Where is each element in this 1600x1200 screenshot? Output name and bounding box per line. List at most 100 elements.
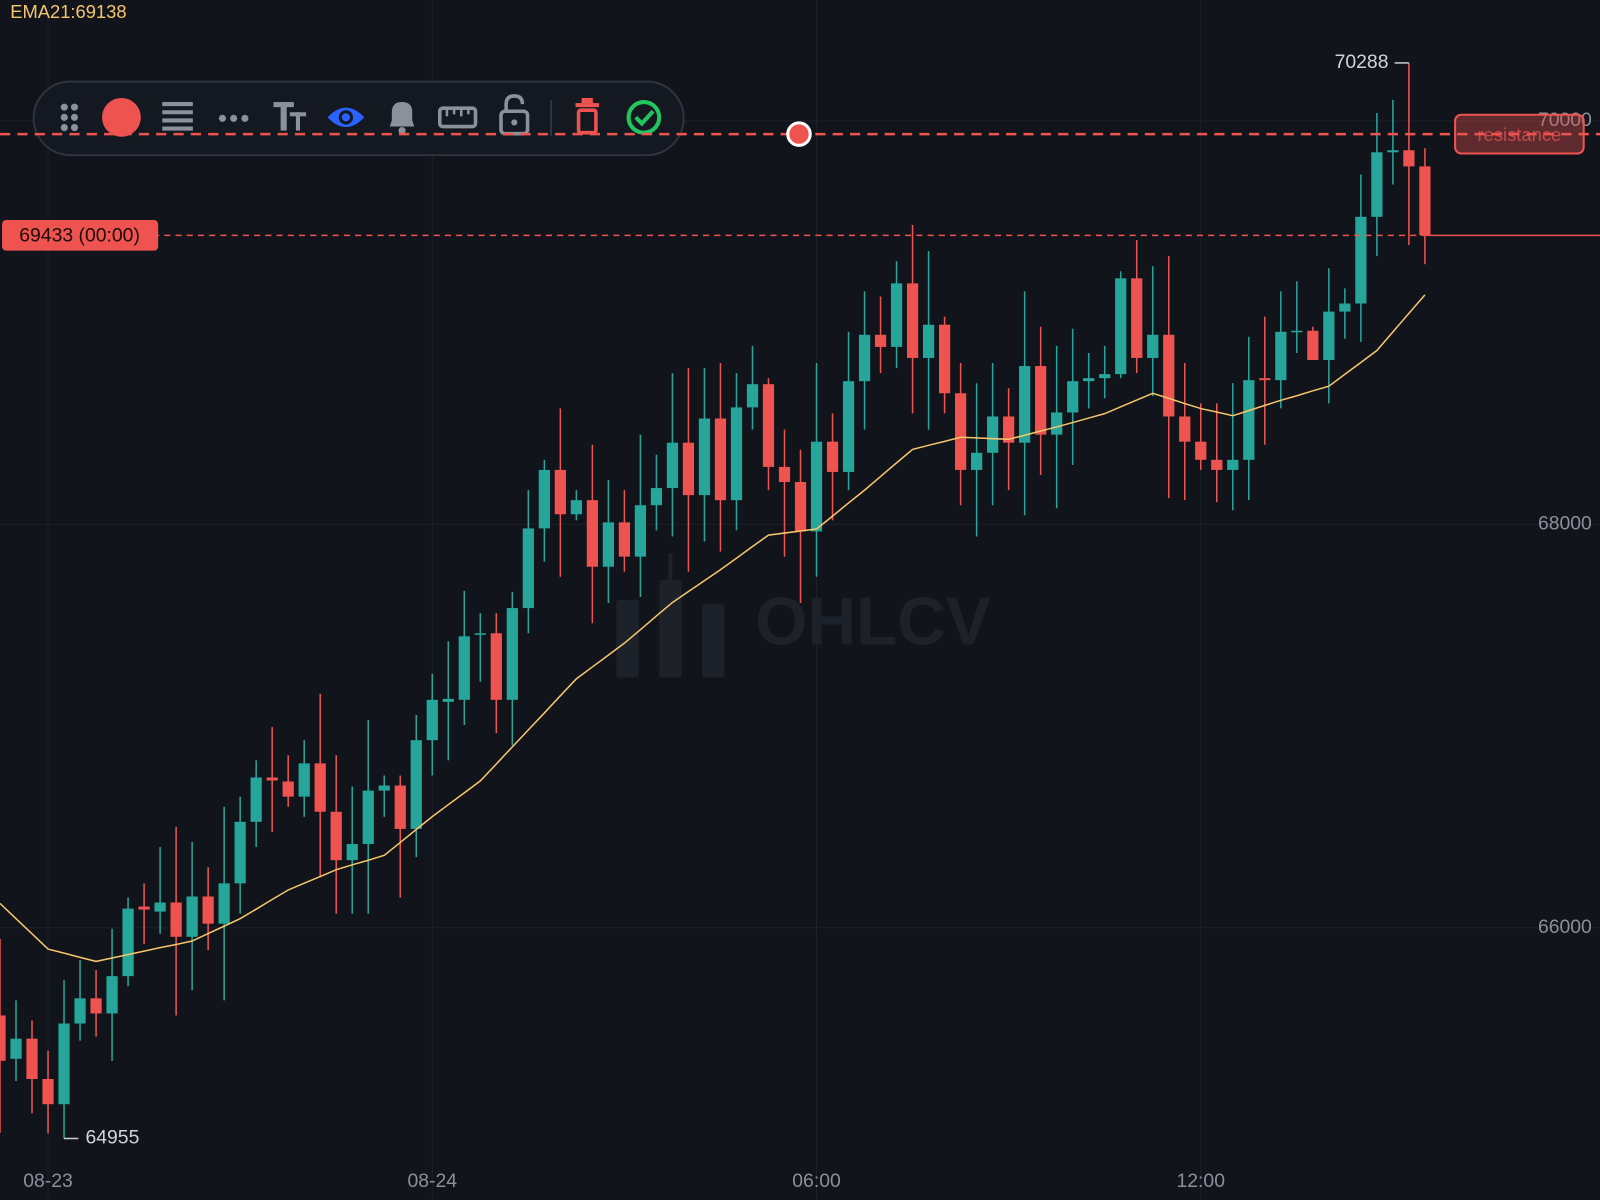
candle-body: [154, 902, 166, 912]
candle-body: [522, 528, 534, 609]
candle-body: [170, 902, 182, 937]
watermark-wick: [668, 553, 673, 584]
candle-body: [426, 699, 438, 741]
candle-body: [1339, 303, 1351, 312]
watermark-bar: [659, 579, 682, 678]
watermark-bar: [616, 600, 639, 678]
visibility-button[interactable]: [327, 107, 365, 128]
candle-body: [1275, 331, 1287, 381]
delete-button[interactable]: [575, 97, 599, 135]
candle-body: [874, 334, 887, 347]
text-button[interactable]: [273, 102, 307, 131]
candle-body: [650, 488, 663, 506]
candle-body: [730, 407, 743, 501]
candle-body: [506, 608, 518, 700]
candle-body: [1067, 381, 1079, 413]
candle-body: [1355, 216, 1367, 304]
candle-body: [1387, 150, 1399, 153]
ema-line: [0, 294, 1426, 963]
candle-body: [955, 393, 967, 470]
candle-body: [987, 416, 999, 453]
resistance-label-box: [1454, 113, 1585, 155]
candle-body: [106, 976, 118, 1014]
last-price-label: 69433 (00:00): [19, 225, 140, 247]
indicator-label: EMA21:69138: [10, 1, 126, 22]
resistance-label: resistance: [1478, 124, 1562, 145]
high-marker-label: 70288: [1335, 51, 1389, 73]
candle-body: [922, 324, 935, 358]
candle-body: [906, 283, 919, 358]
candle-body: [42, 1078, 54, 1105]
candle-body: [1099, 374, 1111, 379]
candle-body: [1291, 330, 1303, 333]
candle-body: [1179, 416, 1191, 442]
candle-body: [122, 908, 134, 977]
candle-body: [266, 777, 278, 781]
candle-body: [1131, 278, 1143, 358]
lock-button[interactable]: [499, 94, 530, 136]
candle-body: [1259, 378, 1271, 381]
candle-body: [346, 844, 358, 861]
more-button[interactable]: [218, 114, 249, 122]
candle-body: [394, 785, 406, 829]
resistance-handle: [786, 121, 812, 147]
measure-button[interactable]: [438, 106, 478, 129]
candle-body: [314, 763, 326, 812]
candle-body: [378, 785, 390, 791]
candle-body: [282, 781, 294, 797]
candle-body: [234, 821, 246, 884]
candle-body: [570, 500, 582, 515]
candle-body: [602, 522, 614, 567]
low-marker-label: 64955: [85, 1127, 139, 1149]
candle-body: [10, 1038, 22, 1059]
candle-body: [1307, 330, 1319, 360]
candle-body: [698, 418, 711, 496]
watermark-text: OHLCV: [755, 584, 991, 659]
candle-body: [1003, 416, 1015, 443]
candle-body: [442, 698, 454, 702]
candle-body: [298, 763, 310, 797]
candle-body: [1227, 459, 1239, 470]
candle-body: [794, 482, 807, 532]
candle-body: [218, 883, 230, 924]
last-price-box: [2, 220, 159, 251]
candle-body: [938, 324, 951, 394]
candle-body: [634, 505, 647, 557]
candle-body: [666, 442, 679, 489]
candle-body: [1019, 366, 1031, 443]
candle-body: [0, 1015, 6, 1061]
candle-body: [586, 500, 598, 567]
candle-body: [186, 896, 198, 937]
candle-body: [778, 466, 791, 483]
color-button[interactable]: [102, 97, 141, 137]
candle-body: [202, 896, 214, 924]
x-tick-label: 08-24: [407, 1170, 457, 1192]
candle-body: [1371, 152, 1383, 217]
candle-body: [362, 790, 374, 845]
candle-body: [26, 1038, 38, 1079]
candle-body: [554, 469, 566, 515]
candle-body: [1323, 311, 1335, 361]
drag-handle[interactable]: [60, 103, 79, 132]
candle-body: [842, 381, 855, 472]
candle-body: [410, 740, 422, 829]
candle-body: [858, 334, 871, 382]
candle-body: [971, 452, 983, 470]
candle-body: [1115, 278, 1127, 375]
candle-body: [1163, 334, 1175, 417]
candle-body: [74, 998, 86, 1024]
candle-body: [1195, 441, 1207, 460]
watermark-bar: [702, 604, 725, 678]
alert-button[interactable]: [389, 102, 415, 135]
candle-body: [746, 384, 759, 408]
candle-body: [714, 418, 727, 501]
candle-body: [1035, 366, 1047, 435]
confirm-button[interactable]: [626, 100, 662, 135]
candle-body: [762, 384, 775, 467]
line-style-button[interactable]: [162, 102, 193, 131]
watermark: OHLCV: [616, 553, 991, 678]
candle-body: [826, 441, 839, 472]
x-tick-label: 12:00: [1177, 1170, 1226, 1192]
candle-body: [618, 522, 631, 557]
candle-body: [682, 442, 695, 496]
